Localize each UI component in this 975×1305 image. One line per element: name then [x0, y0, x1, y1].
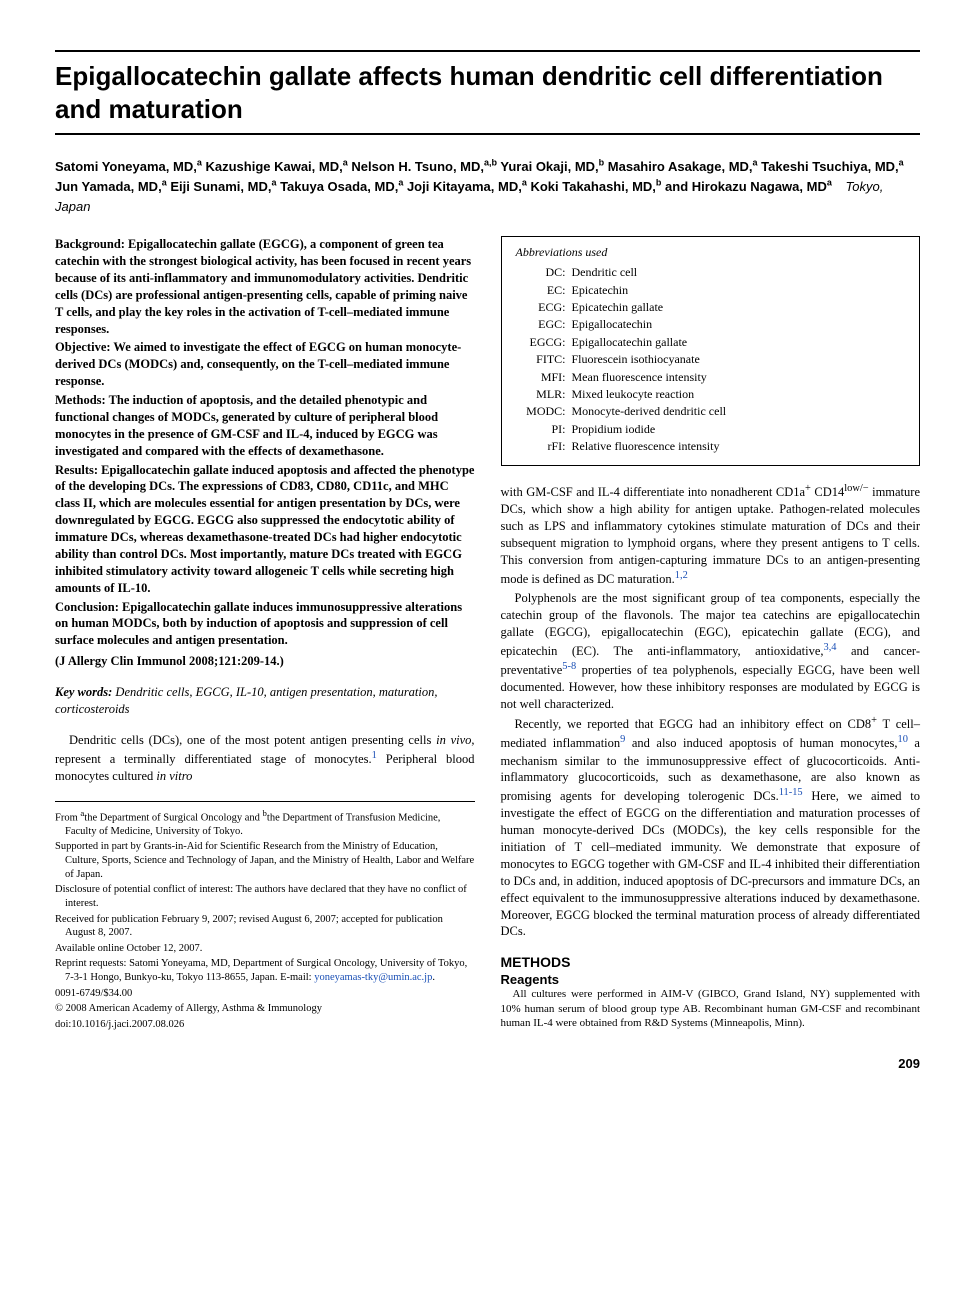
- abbrev-value: Epicatechin gallate: [572, 299, 906, 316]
- abbreviations-box: Abbreviations used DC:Dendritic cellEC:E…: [501, 236, 921, 466]
- footnote-issn: 0091-6749/$34.00: [55, 987, 475, 1001]
- abbrev-row: PI:Propidium iodide: [516, 421, 906, 438]
- abbrev-row: ECG:Epicatechin gallate: [516, 299, 906, 316]
- ref-link[interactable]: 5-8: [562, 661, 576, 672]
- abbrev-row: DC:Dendritic cell: [516, 264, 906, 281]
- body-text-right: with GM-CSF and IL-4 differentiate into …: [501, 482, 921, 940]
- authors-block: Satomi Yoneyama, MD,a Kazushige Kawai, M…: [55, 157, 920, 216]
- footnote-disclosure: Disclosure of potential conflict of inte…: [55, 883, 475, 910]
- abstract-objective: Objective: We aimed to investigate the e…: [55, 339, 475, 390]
- abbrev-row: MODC:Monocyte-derived dendritic cell: [516, 403, 906, 420]
- abbrev-key: ECG:: [516, 299, 572, 316]
- abbrev-key: EC:: [516, 282, 572, 299]
- email-link[interactable]: yoneyamas-tky@umin.ac.jp: [314, 972, 432, 983]
- footnote-supported: Supported in part by Grants-in-Aid for S…: [55, 840, 475, 881]
- keywords-block: Key words: Dendritic cells, EGCG, IL-10,…: [55, 684, 475, 718]
- abbrev-value: Epicatechin: [572, 282, 906, 299]
- footnote-received: Received for publication February 9, 200…: [55, 913, 475, 940]
- abbrev-row: MFI:Mean fluorescence intensity: [516, 369, 906, 386]
- footnotes-block: From athe Department of Surgical Oncolog…: [55, 801, 475, 1032]
- methods-body: All cultures were performed in AIM-V (GI…: [501, 987, 921, 1030]
- abbrev-value: Epigallocatechin gallate: [572, 334, 906, 351]
- footnote-doi: doi:10.1016/j.jaci.2007.08.026: [55, 1018, 475, 1032]
- abbrev-value: Relative fluorescence intensity: [572, 438, 906, 455]
- abstract-citation: (J Allergy Clin Immunol 2008;121:209-14.…: [55, 653, 475, 670]
- footnote-from: From athe Department of Surgical Oncolog…: [55, 808, 475, 839]
- abbrev-title: Abbreviations used: [516, 245, 906, 260]
- two-column-layout: Background: Epigallocatechin gallate (EG…: [55, 236, 920, 1034]
- article-title: Epigallocatechin gallate affects human d…: [55, 50, 920, 135]
- abbrev-key: EGCG:: [516, 334, 572, 351]
- footnote-online: Available online October 12, 2007.: [55, 942, 475, 956]
- abbrev-value: Mean fluorescence intensity: [572, 369, 906, 386]
- body-text: CD14: [811, 486, 844, 500]
- ref-link[interactable]: 1,2: [675, 570, 688, 581]
- ref-link[interactable]: 10: [898, 734, 908, 745]
- body-text: Here, we aimed to investigate the effect…: [501, 789, 921, 938]
- body-text: Recently, we reported that EGCG had an i…: [515, 718, 872, 732]
- abbrev-row: EC:Epicatechin: [516, 282, 906, 299]
- intro-paragraph: Dendritic cells (DCs), one of the most p…: [55, 732, 475, 785]
- abbrev-row: EGC:Epigallocatechin: [516, 316, 906, 333]
- abbrev-key: PI:: [516, 421, 572, 438]
- body-text: immature DCs, which show a high ability …: [501, 486, 921, 587]
- abstract-background: Background: Epigallocatechin gallate (EG…: [55, 236, 475, 337]
- abbrev-row: FITC:Fluorescein isothiocyanate: [516, 351, 906, 368]
- reagents-text: All cultures were performed in AIM-V (GI…: [501, 987, 921, 1030]
- left-column: Background: Epigallocatechin gallate (EG…: [55, 236, 475, 1034]
- footnote-copyright: © 2008 American Academy of Allergy, Asth…: [55, 1002, 475, 1016]
- abbrev-row: EGCG:Epigallocatechin gallate: [516, 334, 906, 351]
- superscript: low/−: [844, 483, 868, 494]
- abbrev-key: EGC:: [516, 316, 572, 333]
- keywords-text: Dendritic cells, EGCG, IL-10, antigen pr…: [55, 685, 438, 716]
- abbrev-key: MLR:: [516, 386, 572, 403]
- body-text: and also induced apoptosis of human mono…: [625, 737, 897, 751]
- body-text: with GM-CSF and IL-4 differentiate into …: [501, 486, 806, 500]
- abbrev-key: rFI:: [516, 438, 572, 455]
- abbrev-value: Epigallocatechin: [572, 316, 906, 333]
- abstract-results: Results: Epigallocatechin gallate induce…: [55, 462, 475, 597]
- abbrev-value: Fluorescein isothiocyanate: [572, 351, 906, 368]
- abbrev-row: rFI:Relative fluorescence intensity: [516, 438, 906, 455]
- keywords-label: Key words:: [55, 685, 112, 699]
- intro-italic: in vitro: [156, 769, 192, 783]
- abbrev-value: Monocyte-derived dendritic cell: [572, 403, 906, 420]
- authors-list: Satomi Yoneyama, MD,a Kazushige Kawai, M…: [55, 159, 904, 194]
- ref-link[interactable]: 11-15: [779, 787, 803, 798]
- abbrev-value: Propidium iodide: [572, 421, 906, 438]
- footnote-reprint: Reprint requests: Satomi Yoneyama, MD, D…: [55, 957, 475, 984]
- ref-link[interactable]: 3,4: [824, 642, 837, 653]
- abbrev-key: MFI:: [516, 369, 572, 386]
- abbrev-row: MLR:Mixed leukocyte reaction: [516, 386, 906, 403]
- section-heading-methods: METHODS: [501, 954, 921, 970]
- abbrev-key: DC:: [516, 264, 572, 281]
- page-number: 209: [55, 1056, 920, 1071]
- abbrev-value: Dendritic cell: [572, 264, 906, 281]
- abbrev-key: FITC:: [516, 351, 572, 368]
- right-column: Abbreviations used DC:Dendritic cellEC:E…: [501, 236, 921, 1034]
- abstract-conclusion: Conclusion: Epigallocatechin gallate ind…: [55, 599, 475, 650]
- abstract-methods: Methods: The induction of apoptosis, and…: [55, 392, 475, 460]
- abstract-block: Background: Epigallocatechin gallate (EG…: [55, 236, 475, 670]
- intro-italic: in vivo: [436, 733, 471, 747]
- abbrev-key: MODC:: [516, 403, 572, 420]
- abbrev-value: Mixed leukocyte reaction: [572, 386, 906, 403]
- intro-text: Dendritic cells (DCs), one of the most p…: [69, 733, 436, 747]
- subsection-heading-reagents: Reagents: [501, 972, 921, 987]
